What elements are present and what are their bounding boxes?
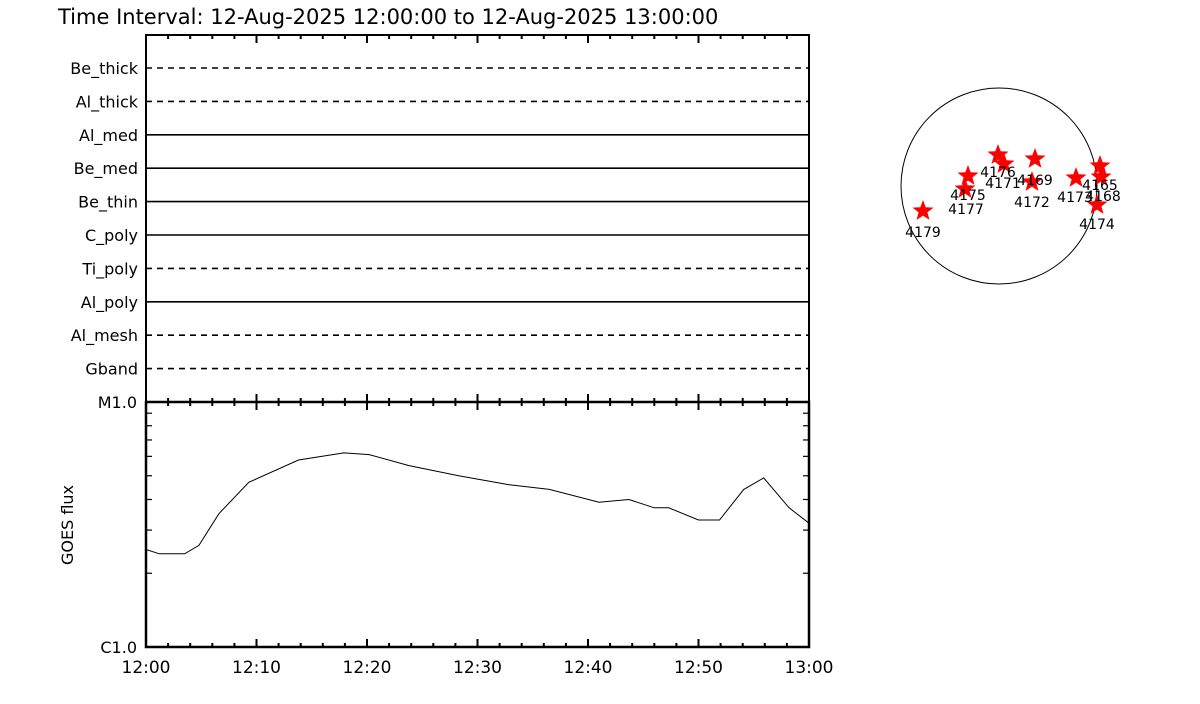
active-region-star-icon [1065, 167, 1087, 187]
active-region-star-icon [954, 178, 976, 198]
active-region-label: 4173 [1057, 190, 1093, 206]
solar-limb [900, 87, 1098, 285]
x-tick-label: 12:50 [674, 658, 723, 678]
filter-row-label: Be_thin [78, 193, 138, 213]
filter-row-label: Al_thick [76, 92, 139, 112]
active-region-label: 4168 [1085, 189, 1121, 205]
active-region-star-icon [1086, 194, 1108, 214]
goes-panel-frame [144, 400, 811, 649]
filter-panel-frame [145, 34, 810, 403]
goes-flux-line [145, 452, 810, 555]
active-region-label: 4176 [980, 165, 1016, 181]
goes-flux-panel: C1.0 M1.0 12:00 12:10 12:20 12:30 12:40 12:50 13… [58, 393, 834, 678]
x-tick-label: 12:20 [343, 658, 392, 678]
active-region-label: 4172 [1014, 195, 1050, 211]
active-region-label: 4175 [950, 188, 986, 204]
y-tick-label: C1.0 [100, 638, 137, 657]
filter-timeline-panel: Be_thick Al_thick Al_med Be_med Be_thin C_pol… [70, 34, 810, 403]
filter-row-label: Be_med [74, 159, 138, 179]
active-region-star-icon [1090, 166, 1112, 186]
filter-row-label: Be_thick [70, 59, 138, 79]
active-region-star-icon [1024, 148, 1046, 168]
filter-row-label: Al_poly [81, 293, 138, 313]
x-tick-label: 12:30 [453, 658, 502, 678]
filter-row-label: Ti_poly [81, 259, 138, 279]
y-tick-label: M1.0 [98, 393, 137, 412]
active-region-star-icon [1089, 155, 1111, 175]
filter-row-label: C_poly [85, 226, 138, 246]
y-axis-label: GOES flux [58, 485, 77, 565]
active-region-label: 4169 [1017, 173, 1053, 189]
filter-row-label: Al_mesh [71, 326, 138, 346]
active-region-star-icon [957, 165, 979, 185]
active-region-label: 4179 [905, 225, 941, 241]
active-region-label: 4165 [1082, 178, 1118, 194]
active-region-star-icon [912, 200, 934, 220]
active-region-label: 4171 [985, 176, 1021, 192]
active-region-star-icon [993, 153, 1015, 173]
active-region-star-icon [987, 144, 1009, 164]
filter-row-label: Al_med [79, 126, 138, 146]
filter-row-label: Gband [85, 360, 138, 379]
active-region-star-icon [1021, 171, 1043, 191]
x-tick-label: 12:40 [564, 658, 613, 678]
active-region-label: 4177 [948, 202, 984, 218]
x-tick-label: 12:10 [232, 658, 281, 678]
x-tick-label: 13:00 [785, 658, 834, 678]
x-tick-label: 12:00 [122, 658, 171, 678]
active-region-label: 4174 [1079, 217, 1115, 233]
chart-title: Time Interval: 12-Aug-2025 12:00:00 to 1… [57, 5, 718, 29]
